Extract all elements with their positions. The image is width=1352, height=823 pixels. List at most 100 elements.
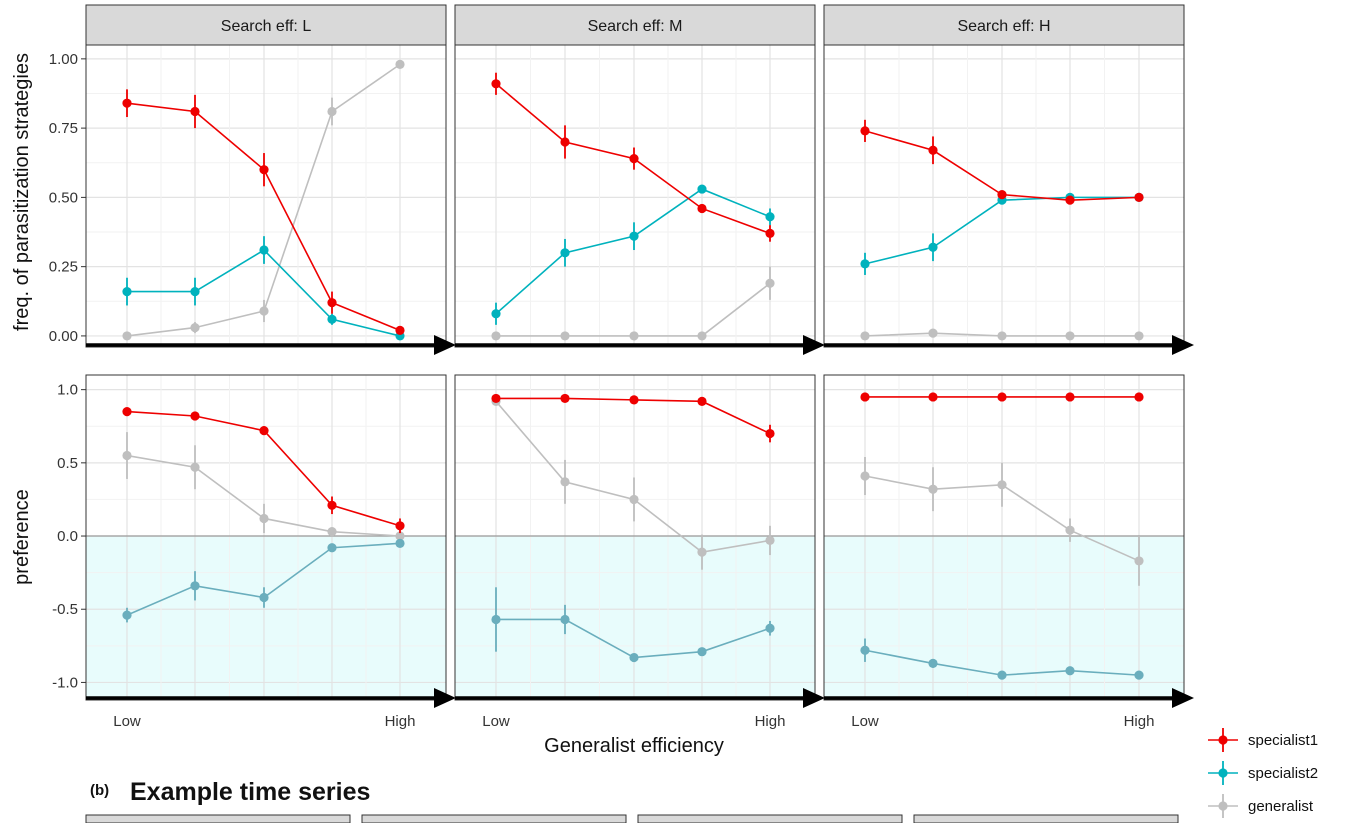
data-point-specialist1 [997,392,1007,402]
data-point-generalist [928,484,938,494]
data-point-generalist [1134,331,1144,341]
series-specialist2 [860,638,1144,680]
legend-key-point [1218,801,1228,811]
data-point-specialist1 [190,106,200,117]
data-point-generalist [997,480,1007,490]
data-point-specialist2 [491,309,501,319]
data-point-specialist1 [697,203,707,214]
data-point-specialist2 [997,670,1007,680]
data-point-specialist1 [1065,392,1075,402]
x-tick-label-high: High [755,713,786,730]
panel-preference-l: 1.0 0.5 0.0 -0.5 -1.0 Low High [52,374,456,730]
data-point-generalist [765,535,775,546]
data-point-specialist1 [860,392,870,402]
series-specialist1 [491,72,775,242]
data-point-generalist [190,462,200,472]
data-point-specialist1 [1134,192,1144,202]
data-point-specialist2 [629,231,639,241]
data-point-generalist [629,494,639,505]
ts-strip-3 [637,814,903,823]
negative-region [86,536,446,700]
data-point-specialist1 [860,126,870,136]
series-generalist [860,456,1144,586]
data-point-generalist [629,331,639,341]
y-tick-label: 0.50 [49,189,78,206]
data-point-specialist2 [1065,666,1075,676]
data-point-specialist2 [327,314,337,324]
y-tick-label: 0.25 [49,259,78,276]
data-point-generalist [928,328,938,338]
data-point-specialist2 [327,543,337,553]
data-point-generalist [1134,556,1144,566]
y-tick-label: -0.5 [52,601,78,618]
data-point-specialist1 [1134,392,1144,402]
x-tick-label-low: Low [482,713,510,730]
data-point-generalist [259,513,269,524]
data-point-specialist1 [560,393,570,404]
data-point-specialist1 [629,153,639,164]
facet-strip [823,4,1185,46]
series-specialist1 [122,89,405,335]
data-point-specialist1 [1065,195,1075,205]
series-specialist2 [122,538,405,623]
data-point-specialist2 [765,623,775,633]
data-point-specialist2 [259,245,269,255]
panel-border [823,374,1185,701]
data-point-specialist1 [122,406,132,417]
panel-preference-m: Low High [454,374,825,730]
data-point-generalist [697,547,707,557]
x-axis-arrowhead [434,688,456,708]
data-point-generalist [395,59,405,69]
negative-region [455,536,815,700]
data-point-specialist1 [259,426,269,436]
series-specialist2 [491,184,775,325]
data-point-generalist [560,477,570,487]
data-point-specialist1 [491,393,501,404]
legend-label: specialist2 [1248,765,1318,782]
series-specialist2 [122,236,405,341]
panel-frequency-l: Search eff: L 1.00 0.75 0.50 0.25 0.00 [49,4,456,355]
data-point-generalist [765,278,775,288]
data-point-specialist2 [190,581,200,591]
x-axis-arrowhead [803,335,825,355]
data-point-specialist1 [560,137,570,147]
series-generalist [122,432,405,541]
data-point-specialist2 [928,242,938,252]
data-point-specialist1 [629,395,639,405]
y-tick-label: 0.75 [49,120,78,137]
data-point-specialist2 [860,645,870,655]
x-tick-label-low: Low [851,713,879,730]
data-point-specialist2 [560,614,570,625]
data-point-generalist [259,306,269,316]
facet-strip [85,4,447,46]
data-point-specialist1 [327,298,337,308]
x-tick-label-high: High [385,713,416,730]
legend-label: generalist [1248,798,1314,815]
panel-preference-h: Low High [823,374,1194,730]
x-axis-title: Generalist efficiency [544,735,724,757]
ts-strip-1 [85,814,351,823]
ts-strip-2 [361,814,627,823]
section-b-tag: (b) [90,782,109,799]
data-point-specialist2 [629,652,639,663]
x-axis-arrowhead [1172,688,1194,708]
legend-item-generalist: generalist [1208,794,1314,818]
data-point-specialist2 [190,286,200,297]
data-point-specialist2 [860,259,870,269]
panel-bg [86,45,446,347]
series-specialist2 [491,587,775,663]
data-point-generalist [860,471,870,481]
panels-layer: Search eff: L1.000.750.500.250.00Search … [49,4,1194,730]
data-point-generalist [1065,525,1075,535]
data-point-specialist1 [122,98,132,108]
x-axis-arrowhead [434,335,456,355]
y-tick-label: 0.00 [49,328,78,345]
data-point-generalist [190,323,200,333]
x-tick-label-low: Low [113,713,141,730]
data-point-specialist1 [395,521,405,531]
data-point-generalist [122,331,132,341]
data-point-specialist2 [491,614,501,625]
legend-item-specialist2: specialist2 [1208,761,1318,785]
legend-key-point [1218,735,1228,745]
